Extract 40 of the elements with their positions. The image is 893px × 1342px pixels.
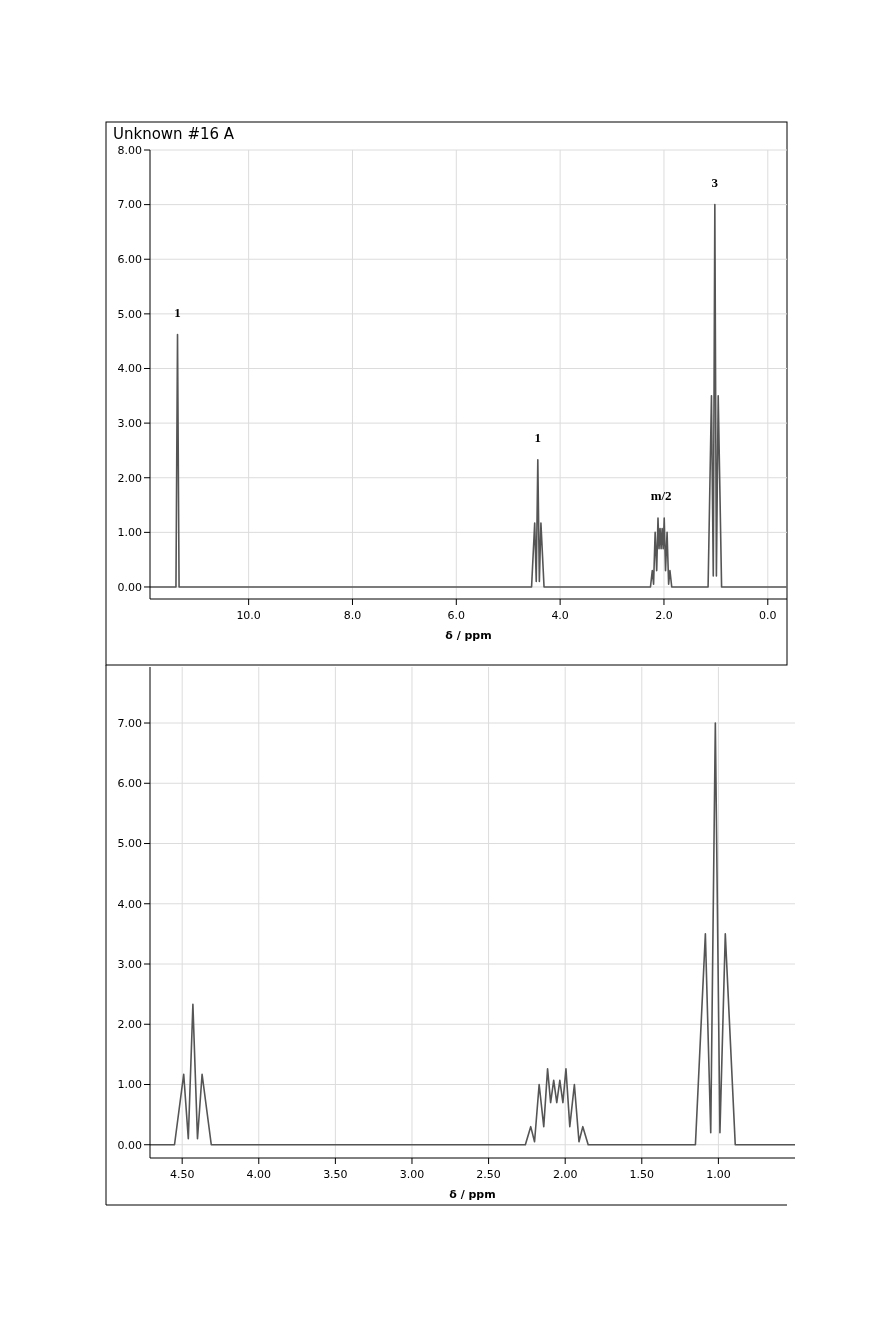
y-tick-label: 7.00 bbox=[117, 198, 142, 212]
x-axis-title: δ / ppm bbox=[445, 629, 492, 642]
y-tick-label: 0.00 bbox=[117, 580, 142, 594]
annotation: 1 bbox=[534, 429, 542, 445]
y-tick-label: 4.00 bbox=[117, 897, 142, 911]
y-tick-label: 8.00 bbox=[117, 143, 142, 157]
y-tick-label: 4.00 bbox=[117, 362, 142, 376]
y-tick-label: 5.00 bbox=[117, 837, 142, 851]
x-axis-title: δ / ppm bbox=[449, 1188, 496, 1201]
x-tick-label: 0.0 bbox=[759, 609, 777, 622]
y-tick-label: 6.00 bbox=[117, 777, 142, 791]
x-tick-label: 6.0 bbox=[447, 609, 466, 622]
y-tick-label: 0.00 bbox=[117, 1138, 142, 1152]
y-tick-label: 5.00 bbox=[117, 307, 142, 321]
x-tick-label: 2.0 bbox=[655, 609, 673, 622]
annotation: 3 bbox=[711, 174, 719, 190]
x-tick-label: 2.50 bbox=[476, 1168, 501, 1181]
y-tick-label: 3.00 bbox=[117, 416, 142, 430]
annotation: m/2 bbox=[650, 488, 672, 504]
x-tick-label: 8.0 bbox=[343, 609, 362, 622]
y-tick-label: 3.00 bbox=[117, 957, 142, 971]
x-tick-label: 1.00 bbox=[706, 1168, 731, 1181]
x-tick-label: 4.0 bbox=[551, 609, 569, 622]
annotation: 1 bbox=[174, 304, 181, 320]
x-tick-label: 3.00 bbox=[399, 1168, 425, 1181]
line-series bbox=[149, 203, 788, 588]
x-tick-label: 4.00 bbox=[246, 1168, 272, 1181]
x-tick-label: 10.0 bbox=[236, 609, 261, 622]
x-tick-label: 3.50 bbox=[323, 1168, 348, 1181]
y-tick-label: 1.00 bbox=[117, 1078, 142, 1092]
line-series bbox=[149, 722, 796, 1146]
y-tick-label: 2.00 bbox=[117, 471, 142, 485]
x-tick-label: 2.00 bbox=[552, 1168, 578, 1181]
x-tick-label: 4.50 bbox=[169, 1168, 195, 1181]
x-tick-label: 1.50 bbox=[629, 1168, 655, 1181]
y-tick-label: 2.00 bbox=[117, 1018, 142, 1032]
y-tick-label: 1.00 bbox=[117, 526, 142, 540]
y-tick-label: 6.00 bbox=[117, 253, 142, 267]
y-tick-label: 7.00 bbox=[117, 716, 142, 730]
chart-title: Unknown #16 A bbox=[113, 125, 235, 143]
